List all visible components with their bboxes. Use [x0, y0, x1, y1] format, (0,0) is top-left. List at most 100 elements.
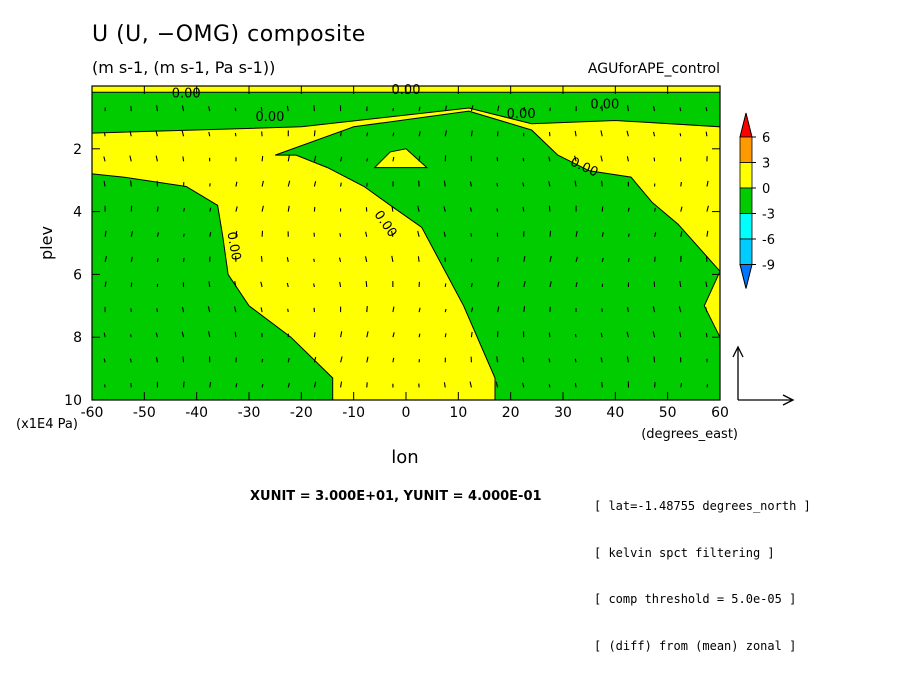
y-tick-label: 6: [73, 267, 82, 283]
x-tick-label: -40: [185, 405, 208, 421]
y-tick-label: 8: [73, 330, 82, 346]
colorbar-label: 3: [762, 157, 770, 172]
colorbar-label: 0: [762, 182, 770, 197]
x-tick-label: 40: [606, 405, 624, 421]
wind-vector: [706, 132, 707, 137]
wind-vector: [602, 181, 603, 187]
wind-vector: [445, 283, 446, 287]
colorbar-segment: [740, 188, 752, 214]
wind-vector: [681, 182, 682, 186]
wind-vector: [680, 133, 681, 136]
wind-vector: [523, 158, 524, 161]
wind-vector: [549, 333, 550, 338]
wind-vector: [628, 258, 629, 262]
wind-vector: [184, 258, 185, 262]
x-tick-label: -30: [238, 405, 261, 421]
x-tick-label: -10: [342, 405, 365, 421]
contour-label: 0.00: [255, 110, 284, 125]
wind-vector: [497, 208, 498, 211]
wind-vector: [523, 207, 524, 212]
contour-label: 0.00: [507, 107, 536, 122]
wind-vector: [550, 231, 551, 237]
wind-vector: [184, 382, 185, 388]
info-line: [ comp threshold = 5.0e-05 ]: [594, 592, 811, 608]
wind-vector: [235, 133, 236, 136]
y-axis-label: plev: [37, 226, 56, 260]
wind-vector: [418, 256, 419, 262]
wind-vector: [654, 357, 655, 363]
x-axis-label: lon: [391, 447, 418, 468]
colorbar-label: 6: [762, 131, 770, 146]
colorbar-segment: [740, 239, 752, 265]
wind-vector: [104, 132, 105, 136]
x-tick-label: 10: [449, 405, 467, 421]
reference-vector: [733, 347, 793, 405]
colorbar-segment: [740, 163, 752, 189]
vector-unit-text: XUNIT = 3.000E+01, YUNIT = 4.000E-01: [250, 489, 542, 504]
wind-vector: [131, 181, 132, 187]
wind-vector: [393, 358, 394, 362]
wind-vector: [445, 333, 446, 337]
wind-vector: [628, 234, 629, 237]
colorbar-top-triangle: [740, 113, 752, 137]
wind-vector: [314, 332, 315, 337]
wind-vector: [314, 105, 315, 111]
info-line: [ kelvin spct filtering ]: [594, 546, 811, 562]
wind-vector: [131, 334, 132, 337]
wind-vector: [367, 306, 368, 312]
wind-vector: [157, 258, 158, 262]
wind-vector: [314, 130, 315, 136]
info-line: [ (diff) from (mean) zonal ]: [594, 639, 811, 655]
x-tick-label: -20: [290, 405, 313, 421]
wind-vector: [628, 208, 629, 212]
wind-vector: [288, 309, 289, 312]
wind-vector: [681, 383, 682, 387]
contour-label: 0.00: [590, 97, 619, 112]
wind-vector: [497, 183, 498, 186]
x-tick-label: 60: [711, 405, 729, 421]
wind-vector: [183, 156, 184, 161]
wind-vector: [262, 359, 263, 362]
chart-figure: U (U, −OMG) composite (m s-1, (m s-1, Pa…: [0, 0, 904, 654]
y-tick-label: 10: [64, 393, 82, 409]
shaded-regions: [92, 86, 720, 400]
wind-vector: [576, 334, 577, 337]
x-tick-label: 20: [502, 405, 520, 421]
colorbar-label: -9: [762, 259, 775, 274]
wind-vector: [366, 281, 367, 287]
wind-vector: [183, 356, 184, 362]
wind-vector: [419, 156, 420, 162]
wind-vector: [471, 332, 472, 337]
colorbar-segment: [740, 137, 752, 163]
wind-vector: [261, 256, 262, 262]
info-block: [ lat=-1.48755 degrees_north ] [ kelvin …: [594, 468, 811, 685]
wind-vector: [314, 259, 315, 262]
x-axis-unit: (degrees_east): [641, 427, 738, 442]
x-tick-label: 0: [402, 405, 411, 421]
x-tick-label: 30: [554, 405, 572, 421]
y-axis-unit: (x1E4 Pa): [16, 417, 78, 432]
wind-vector: [157, 207, 158, 212]
colorbar-bottom-triangle: [740, 265, 752, 289]
wind-vector: [157, 308, 158, 312]
wind-vector: [655, 257, 656, 262]
x-tick-label: -60: [81, 405, 104, 421]
colorbar-segment: [740, 214, 752, 240]
wind-vector: [498, 257, 499, 262]
wind-vector: [235, 332, 236, 337]
wind-vector: [340, 233, 341, 237]
wind-vector: [262, 156, 263, 161]
wind-vector: [549, 206, 550, 212]
info-line: [ lat=-1.48755 degrees_north ]: [594, 499, 811, 515]
x-tick-label: 50: [659, 405, 677, 421]
colorbar-label: -3: [762, 208, 775, 223]
wind-vector: [445, 309, 446, 312]
wind-vector: [575, 383, 576, 387]
colorbar: 6 3 0 -3 -6 -9: [740, 113, 775, 289]
wind-vector: [707, 384, 708, 387]
y-tick-label: 2: [73, 142, 82, 158]
y-tick-label: 4: [73, 205, 82, 221]
wind-vector: [549, 384, 550, 387]
wind-vector: [471, 233, 472, 237]
colorbar-label: -6: [762, 233, 775, 248]
